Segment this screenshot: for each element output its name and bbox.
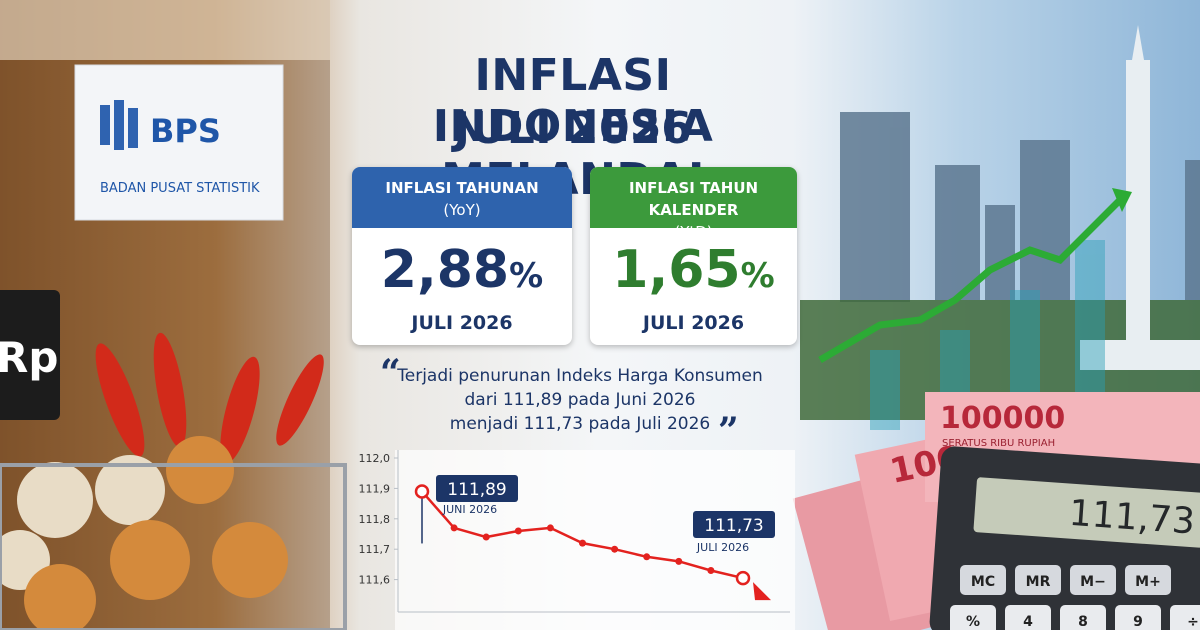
card-value: 2,88% bbox=[352, 240, 572, 306]
calculator-key-label: M− bbox=[1080, 574, 1106, 590]
calculator-key-label: % bbox=[966, 614, 980, 630]
card-sublabel: (YtD) bbox=[674, 223, 713, 241]
value-unit: % bbox=[740, 256, 775, 296]
calculator-key bbox=[1170, 605, 1200, 630]
point bbox=[414, 484, 430, 499]
calculator-key bbox=[1005, 605, 1051, 630]
point bbox=[482, 533, 490, 541]
price-sign: Rp bbox=[0, 333, 58, 382]
calculator-key bbox=[1115, 605, 1161, 630]
point bbox=[707, 566, 715, 574]
yoy-card: INFLASI TAHUNAN (YoY) 2,88% JULI 2026 bbox=[352, 167, 572, 345]
calculator-key-label: MR bbox=[1026, 574, 1051, 590]
annotation-value: 111,73 bbox=[704, 516, 763, 536]
chart: 111,6 111,7 111,8 111,9 112,0 111,89 JUNI 2026… bbox=[359, 450, 795, 630]
y-tick-label: 111,6 bbox=[359, 574, 391, 587]
calculator-key-label: M+ bbox=[1135, 574, 1161, 590]
banknote-amount: 100000 bbox=[940, 401, 1065, 436]
calculator-key bbox=[1125, 565, 1171, 595]
card-header: INFLASI TAHUN KALENDER (YtD) bbox=[590, 167, 797, 241]
point bbox=[643, 553, 651, 561]
y-tick-label: 111,7 bbox=[359, 543, 391, 556]
point bbox=[514, 527, 522, 535]
calculator-key-label: ÷ bbox=[1187, 614, 1199, 630]
quote-line: dari 111,89 pada Juni 2026 bbox=[464, 390, 696, 410]
price-tag bbox=[0, 290, 60, 420]
calculator-keys: MC MR M− M+% 4 8 9 ÷ bbox=[950, 565, 1200, 630]
calculator-key bbox=[1070, 565, 1116, 595]
quote-line: Terjadi penurunan Indeks Harga Konsumen bbox=[397, 366, 763, 386]
bps-abbr: BPS bbox=[150, 112, 221, 150]
y-tick-label: 112,0 bbox=[359, 452, 391, 465]
annotation-period: JULI 2026 bbox=[696, 541, 749, 554]
calculator-key bbox=[950, 605, 996, 630]
annotation-period: JUNI 2026 bbox=[442, 503, 497, 516]
growth-arrow bbox=[818, 197, 1123, 364]
point bbox=[450, 524, 458, 532]
annotation-box bbox=[693, 511, 775, 538]
value-number: 2,88 bbox=[380, 240, 510, 300]
onions bbox=[24, 436, 288, 630]
calculator-display bbox=[973, 477, 1200, 548]
point bbox=[675, 557, 683, 565]
banknote-text: SERATUS RIBU RUPIAH bbox=[942, 438, 1055, 449]
value-number: 1,65 bbox=[612, 240, 741, 300]
title-line-1: INFLASI INDONESIA bbox=[432, 50, 714, 152]
calculator-key bbox=[960, 565, 1006, 595]
card-period: JULI 2026 bbox=[642, 312, 745, 334]
quote-mark-open: “ bbox=[380, 352, 401, 394]
point bbox=[611, 545, 619, 553]
quote-line: menjadi 111,73 pada Juli 2026 bbox=[449, 414, 711, 434]
calculator-key-label: 8 bbox=[1078, 614, 1088, 630]
card-period: JULI 2026 bbox=[411, 312, 513, 334]
calculator-key-label: 4 bbox=[1023, 614, 1033, 630]
point bbox=[579, 539, 586, 547]
card-header: INFLASI TAHUNAN (YoY) bbox=[352, 167, 572, 228]
bps-logo bbox=[100, 100, 138, 150]
basket bbox=[0, 463, 347, 630]
calculator-key-label: MC bbox=[971, 574, 995, 590]
bps-name: BADAN PUSAT STATISTIK bbox=[100, 181, 260, 196]
y-tick-label: 111,9 bbox=[359, 482, 391, 495]
line-arrowhead bbox=[753, 582, 771, 601]
point bbox=[546, 524, 554, 532]
calculator-key-label: 9 bbox=[1133, 614, 1143, 630]
calculator-key bbox=[1015, 565, 1061, 595]
annotation-box bbox=[436, 475, 518, 502]
card-value: 1,65% bbox=[590, 240, 797, 306]
card-sublabel: (YoY) bbox=[443, 201, 481, 219]
calculator-value: 111,73 bbox=[1068, 493, 1197, 543]
annotation-value: 111,89 bbox=[447, 480, 506, 500]
card-label: INFLASI TAHUN KALENDER bbox=[628, 179, 759, 219]
growth-arrowhead bbox=[1112, 188, 1132, 212]
value-unit: % bbox=[509, 256, 544, 296]
quote: Terjadi penurunan Indeks Harga Konsumen … bbox=[380, 364, 780, 436]
monument bbox=[1080, 25, 1200, 370]
y-tick-label: 111,8 bbox=[359, 513, 391, 526]
ceiling bbox=[0, 0, 330, 60]
card-label: INFLASI TAHUNAN bbox=[385, 179, 539, 197]
calculator-key bbox=[1060, 605, 1106, 630]
chilies bbox=[95, 332, 324, 464]
quote-mark-close: ” bbox=[718, 410, 739, 452]
point bbox=[735, 570, 751, 586]
skyline bbox=[840, 112, 1200, 302]
ytd-card: INFLASI TAHUN KALENDER (YtD) 1,65% JULI … bbox=[590, 167, 797, 345]
